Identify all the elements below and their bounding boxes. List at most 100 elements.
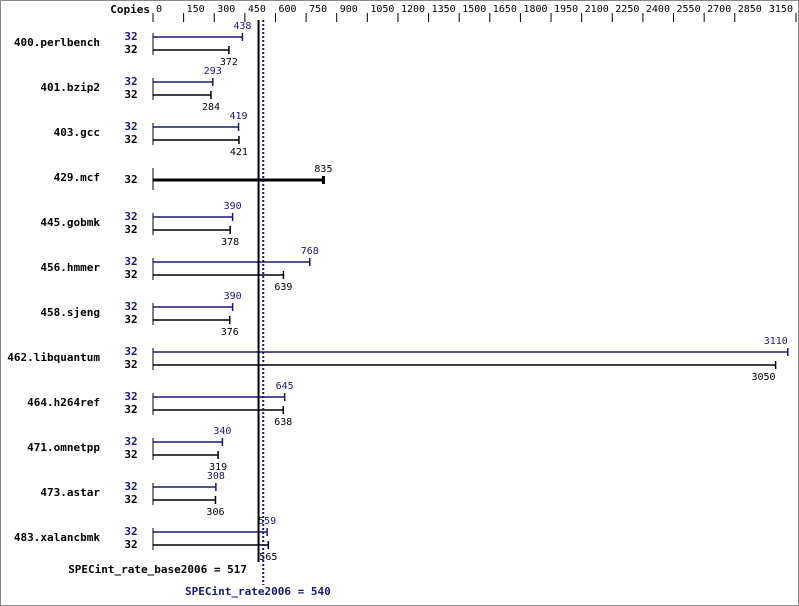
bar: [153, 361, 777, 369]
bar: [153, 176, 325, 184]
copies-label: 32: [124, 75, 137, 88]
category-label: 429.mcf: [54, 171, 100, 184]
category-label: 403.gcc: [54, 126, 100, 139]
copies-label: 32: [124, 538, 137, 551]
copies-label: 32: [124, 403, 137, 416]
category-label: 473.astar: [40, 486, 100, 499]
bar: [153, 483, 217, 491]
copies-label: 32: [124, 300, 137, 313]
bar: [153, 123, 240, 131]
x-tick-label: 2550: [677, 4, 701, 15]
value-label: 308: [207, 471, 225, 482]
value-label: 306: [206, 507, 224, 518]
value-label: 372: [220, 57, 238, 68]
x-tick-label: 1800: [523, 4, 547, 15]
copies-label: 32: [124, 390, 137, 403]
x-tick-label: 1500: [462, 4, 486, 15]
category-label: 456.hmmer: [40, 261, 100, 274]
x-tick-label: 2700: [707, 4, 731, 15]
value-label: 284: [202, 102, 220, 113]
copies-label: 32: [124, 173, 137, 186]
x-tick-label: 1950: [554, 4, 578, 15]
bar: [153, 541, 270, 549]
copies-label: 32: [124, 30, 137, 43]
x-tick-label: 1200: [401, 4, 425, 15]
value-label: 3110: [764, 336, 788, 347]
copies-label: 32: [124, 43, 137, 56]
value-label: 390: [224, 201, 242, 212]
value-label: 378: [221, 237, 239, 248]
category-label: 445.gobmk: [40, 216, 100, 229]
value-label: 376: [221, 327, 239, 338]
x-tick-label: 900: [340, 4, 358, 15]
value-label: 645: [276, 381, 294, 392]
value-label: 768: [301, 246, 319, 257]
value-label: 639: [274, 282, 292, 293]
value-label: 559: [258, 516, 276, 527]
x-tick-label: 1050: [370, 4, 394, 15]
value-label: 419: [229, 111, 247, 122]
x-tick-label: 2250: [615, 4, 639, 15]
value-label: 565: [259, 552, 277, 563]
value-label: 835: [314, 164, 332, 175]
bar: [153, 136, 240, 144]
category-label: 400.perlbench: [14, 36, 100, 49]
x-tick-label: 450: [248, 4, 266, 15]
bar: [153, 226, 231, 234]
value-label: 3050: [751, 372, 775, 383]
copies-label: 32: [124, 223, 137, 236]
x-tick-label: 2400: [646, 4, 670, 15]
bar: [153, 528, 268, 536]
category-label: 471.omnetpp: [27, 441, 100, 454]
bar: [153, 303, 234, 311]
x-tick-label: 750: [309, 4, 327, 15]
x-tick-label: 2100: [585, 4, 609, 15]
copies-label: 32: [124, 88, 137, 101]
value-label: 638: [274, 417, 292, 428]
x-tick-label: 600: [278, 4, 296, 15]
copies-label: 32: [124, 210, 137, 223]
bar: [153, 406, 284, 414]
copies-label: 32: [124, 133, 137, 146]
x-tick-label: 1650: [493, 4, 517, 15]
bar: [153, 91, 212, 99]
copies-label: 32: [124, 268, 137, 281]
reference-label: SPECint_rate2006 = 540: [185, 585, 331, 598]
bar: [153, 33, 244, 41]
copies-label: 32: [124, 435, 137, 448]
x-tick-label: 1350: [432, 4, 456, 15]
copies-label: 32: [124, 493, 137, 506]
copies-label: 32: [124, 313, 137, 326]
bar: [153, 271, 285, 279]
category-label: 464.h264ref: [27, 396, 100, 409]
copies-label: 32: [124, 345, 137, 358]
x-tick-label: 3150: [769, 4, 793, 15]
copies-label: 32: [124, 255, 137, 268]
x-tick-label: 150: [187, 4, 205, 15]
copies-label: 32: [124, 358, 137, 371]
bar: [153, 258, 311, 266]
x-tick-label: 300: [217, 4, 235, 15]
copies-label: 32: [124, 480, 137, 493]
reference-label: SPECint_rate_base2006 = 517: [68, 563, 247, 576]
copies-label: 32: [124, 525, 137, 538]
bar: [153, 438, 224, 446]
value-label: 340: [213, 426, 231, 437]
category-label: 401.bzip2: [40, 81, 100, 94]
bar: [153, 46, 230, 54]
bar: [153, 496, 217, 504]
bar: [153, 213, 234, 221]
value-label: 421: [230, 147, 248, 158]
bar: [153, 316, 231, 324]
copies-label: 32: [124, 120, 137, 133]
category-label: 483.xalancbmk: [14, 531, 100, 544]
bar: [153, 451, 219, 459]
value-label: 438: [233, 21, 251, 32]
x-tick-label: 2850: [738, 4, 762, 15]
x-axis-label: Copies: [110, 3, 150, 16]
bar: [153, 78, 214, 86]
value-label: 319: [209, 462, 227, 473]
value-label: 390: [224, 291, 242, 302]
